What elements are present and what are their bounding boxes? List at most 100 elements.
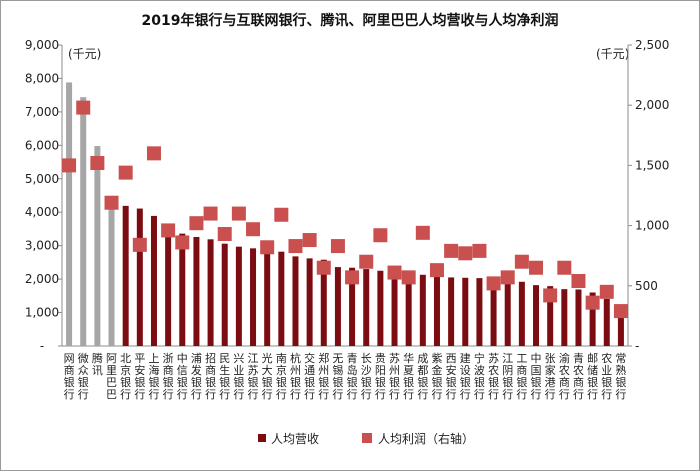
category-label: 阿里巴巴 xyxy=(106,352,117,401)
revenue-bar xyxy=(122,205,129,346)
profit-marker xyxy=(387,265,402,280)
revenue-bar xyxy=(221,243,228,346)
profit-markers xyxy=(62,100,628,319)
right-tick-label: - xyxy=(635,339,639,353)
category-label: 江阴银行 xyxy=(502,352,513,401)
legend-swatch-revenue xyxy=(258,434,266,442)
profit-marker xyxy=(189,216,204,231)
legend: 人均营收 人均利润（右轴） xyxy=(258,431,474,446)
category-label: 郑州银行 xyxy=(318,351,329,401)
revenue-bar xyxy=(589,292,596,346)
category-label: 邮储银行 xyxy=(587,352,598,401)
left-tick-label: 2,000 xyxy=(25,272,59,286)
legend-label-profit: 人均利润（右轴） xyxy=(378,431,474,446)
category-label: 无锡银行 xyxy=(332,352,343,401)
legend-label-revenue: 人均营收 xyxy=(271,432,319,446)
left-tick-label: - xyxy=(40,339,44,353)
category-label: 浙商银行 xyxy=(163,352,174,401)
revenue-bar xyxy=(349,267,356,346)
category-label: 工商银行 xyxy=(516,352,527,401)
category-label: 青岛银行 xyxy=(347,352,358,401)
right-tick-label: 1,500 xyxy=(635,158,669,172)
category-labels: 网商银行微众银行腾讯阿里巴巴北京银行平安银行上海银行浙商银行中信银行浦发银行招商… xyxy=(64,351,627,401)
revenue-bar xyxy=(94,146,101,346)
category-label: 渝农商行 xyxy=(559,351,570,401)
profit-marker xyxy=(472,243,487,258)
right-axis-unit: (千元) xyxy=(596,47,629,61)
profit-marker xyxy=(288,239,303,254)
profit-marker xyxy=(613,304,628,319)
revenue-bar xyxy=(448,277,455,346)
revenue-bar xyxy=(150,215,157,346)
category-label: 南京银行 xyxy=(276,352,287,401)
category-label: 贵阳银行 xyxy=(375,352,386,401)
profit-marker xyxy=(599,284,614,299)
revenue-bar xyxy=(405,272,412,346)
category-label: 江苏银行 xyxy=(248,352,259,401)
category-label: 民生银行 xyxy=(219,352,230,401)
right-tick-label: 1,000 xyxy=(635,219,669,233)
profit-marker xyxy=(161,223,176,238)
revenue-bar xyxy=(235,246,242,346)
profit-marker xyxy=(90,155,105,170)
category-label: 平安银行 xyxy=(134,352,145,401)
category-label: 中国银行 xyxy=(531,352,542,401)
profit-marker xyxy=(444,243,459,258)
revenue-bar xyxy=(518,281,525,346)
revenue-bar xyxy=(165,230,172,346)
profit-marker xyxy=(330,239,345,254)
category-label: 浦发银行 xyxy=(191,352,202,401)
category-label: 网商银行 xyxy=(64,352,75,401)
revenue-bar xyxy=(278,251,285,346)
category-label: 杭州银行 xyxy=(290,351,301,401)
revenue-bar xyxy=(250,248,257,346)
category-label: 紫金银行 xyxy=(431,352,442,401)
revenue-bar xyxy=(363,269,370,346)
revenue-bar xyxy=(617,307,624,346)
right-tick-label: 500 xyxy=(635,279,658,293)
category-label: 光大银行 xyxy=(262,351,273,401)
revenue-bar xyxy=(207,239,214,346)
left-tick-label: 4,000 xyxy=(25,205,59,219)
category-label: 常熟银行 xyxy=(615,352,626,401)
profit-marker xyxy=(203,206,218,221)
revenue-bar xyxy=(433,276,440,346)
revenue-bar xyxy=(533,285,540,346)
category-label: 农业银行 xyxy=(601,351,612,401)
profit-marker xyxy=(302,233,317,248)
category-label: 苏农银行 xyxy=(488,352,499,401)
revenue-bar xyxy=(179,233,186,346)
category-label: 交通银行 xyxy=(304,351,315,401)
profit-marker xyxy=(529,260,544,275)
legend-swatch-profit xyxy=(362,433,372,443)
profit-marker xyxy=(585,295,600,310)
profit-marker xyxy=(76,100,91,115)
revenue-bar xyxy=(193,236,200,346)
profit-marker xyxy=(401,270,416,285)
revenue-bar xyxy=(504,281,511,346)
profit-marker xyxy=(373,228,388,243)
category-label: 北京银行 xyxy=(120,352,131,401)
left-tick-label: 9,000 xyxy=(25,38,59,52)
revenue-bar xyxy=(391,271,398,346)
revenue-bars xyxy=(66,82,624,347)
profit-marker xyxy=(543,288,558,303)
category-label: 上海银行 xyxy=(148,352,159,401)
right-tick-label: 2,000 xyxy=(635,98,669,112)
profit-marker xyxy=(514,254,529,269)
profit-marker xyxy=(260,240,275,255)
profit-marker xyxy=(571,273,586,288)
category-label: 西安银行 xyxy=(446,352,457,401)
left-tick-label: 5,000 xyxy=(25,172,59,186)
revenue-bar xyxy=(292,256,299,346)
revenue-bar xyxy=(476,278,483,346)
revenue-bar xyxy=(334,267,341,346)
revenue-bar xyxy=(561,289,568,346)
category-label: 微众银行 xyxy=(78,351,89,401)
profit-marker xyxy=(175,235,190,250)
revenue-bar xyxy=(377,270,384,346)
category-label: 苏州银行 xyxy=(389,352,400,401)
revenue-bar xyxy=(575,289,582,346)
